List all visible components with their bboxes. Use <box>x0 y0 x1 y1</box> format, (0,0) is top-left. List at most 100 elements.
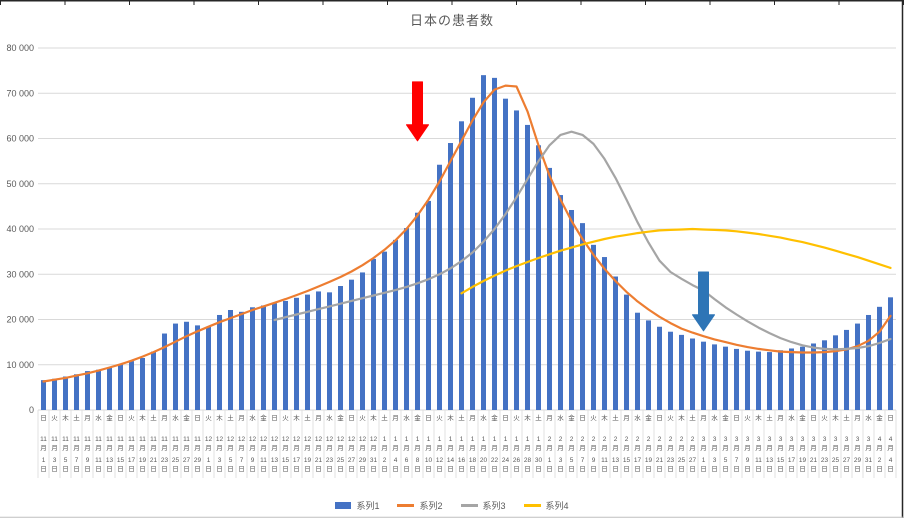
series1-bar[interactable] <box>525 124 530 411</box>
series1-bar[interactable] <box>624 294 629 410</box>
series1-bar[interactable] <box>107 367 112 410</box>
series1-bar[interactable] <box>448 143 453 410</box>
series1-bar[interactable] <box>151 351 156 410</box>
series1-bar[interactable] <box>173 323 178 410</box>
series1-bar[interactable] <box>514 110 519 410</box>
series1-bar[interactable] <box>822 340 827 410</box>
series1-bar[interactable] <box>833 335 838 410</box>
series1-bar[interactable] <box>657 326 662 410</box>
series1-bar[interactable] <box>679 334 684 410</box>
series1-bar[interactable] <box>778 350 783 410</box>
chart-legend[interactable]: 系列1 系列2 系列3 系列4 <box>0 499 904 512</box>
series1-bar[interactable] <box>668 331 673 410</box>
series1-bar[interactable] <box>382 251 387 410</box>
x-axis-label: 1 <box>383 436 387 443</box>
series1-bar[interactable] <box>140 357 145 410</box>
series1-bar[interactable] <box>129 361 134 410</box>
series1-bar[interactable] <box>63 376 68 410</box>
x-axis-label: 23 <box>821 457 829 464</box>
x-axis-label: 水 <box>865 413 872 422</box>
series1-bar[interactable] <box>723 346 728 410</box>
series1-bar[interactable] <box>217 314 222 410</box>
series1-bar[interactable] <box>580 223 585 410</box>
x-axis-label: 土 <box>458 413 465 422</box>
series1-bar[interactable] <box>569 209 574 410</box>
series1-bar[interactable] <box>349 279 354 410</box>
series1-bar[interactable] <box>272 303 277 410</box>
series1-bar[interactable] <box>800 346 805 410</box>
series1-bar[interactable] <box>404 228 409 410</box>
series1-bar[interactable] <box>745 350 750 410</box>
legend-item-series2[interactable]: 系列2 <box>397 499 443 512</box>
series1-bar[interactable] <box>294 297 299 410</box>
series1-bar[interactable] <box>41 380 46 410</box>
series1-bar[interactable] <box>558 195 563 410</box>
series1-bar[interactable] <box>492 77 497 411</box>
series1-bar[interactable] <box>789 348 794 410</box>
series1-bar-swatch <box>335 502 352 509</box>
x-axis-label: 21 <box>656 457 664 464</box>
series1-bar[interactable] <box>591 244 596 410</box>
x-axis-label: 29 <box>359 457 367 464</box>
series1-bar[interactable] <box>712 344 717 410</box>
series1-bar[interactable] <box>459 121 464 411</box>
series1-bar[interactable] <box>316 291 321 410</box>
series1-bar[interactable] <box>734 348 739 410</box>
series1-bar[interactable] <box>635 312 640 410</box>
series1-bar[interactable] <box>426 200 431 410</box>
series1-bar[interactable] <box>184 321 189 410</box>
series1-bar[interactable] <box>305 294 310 410</box>
series1-bar[interactable] <box>690 338 695 410</box>
series1-bar[interactable] <box>338 286 343 410</box>
series1-bar[interactable] <box>239 311 244 410</box>
series1-bar[interactable] <box>283 300 288 410</box>
series1-bar[interactable] <box>844 329 849 410</box>
series1-bar[interactable] <box>228 309 233 410</box>
series1-bar[interactable] <box>701 341 706 410</box>
series1-bar[interactable] <box>547 167 552 410</box>
legend-item-series1[interactable]: 系列1 <box>335 499 379 512</box>
series1-bar[interactable] <box>613 276 618 410</box>
series1-bar[interactable] <box>888 297 893 410</box>
series1-bar[interactable] <box>52 378 57 410</box>
series1-bar[interactable] <box>118 364 123 410</box>
series1-bar[interactable] <box>195 325 200 410</box>
series1-bar[interactable] <box>877 306 882 410</box>
red-down-arrow[interactable] <box>406 81 429 142</box>
x-axis-label: 木 <box>601 413 608 422</box>
series1-bar[interactable] <box>327 292 332 410</box>
x-axis-label: 日 <box>623 465 630 473</box>
series1-bar[interactable] <box>811 343 816 410</box>
series1-bar[interactable] <box>74 374 79 410</box>
blue-down-arrow[interactable] <box>692 271 715 332</box>
series4-line[interactable] <box>460 227 892 295</box>
x-axis-label: 水 <box>326 413 333 422</box>
series2-line[interactable] <box>42 84 892 383</box>
legend-item-series3[interactable]: 系列3 <box>460 499 506 512</box>
series1-bar[interactable] <box>536 145 541 410</box>
series1-bar[interactable] <box>415 212 420 410</box>
series1-bar[interactable] <box>261 305 266 410</box>
x-axis-label: 12 <box>348 436 356 443</box>
series1-bar[interactable] <box>767 352 772 410</box>
series1-bar[interactable] <box>360 272 365 410</box>
legend-item-series4[interactable]: 系列4 <box>523 499 569 512</box>
series1-bar[interactable] <box>250 307 255 410</box>
series1-bar[interactable] <box>866 314 871 410</box>
series1-bar[interactable] <box>96 369 101 410</box>
x-axis-label: 月 <box>832 444 839 452</box>
series1-bar[interactable] <box>85 371 90 410</box>
series1-bar[interactable] <box>206 326 211 410</box>
series1-bar[interactable] <box>503 98 508 411</box>
series3-line[interactable] <box>273 130 892 351</box>
chart-title[interactable]: 日本の患者数 <box>409 13 494 28</box>
series1-bar[interactable] <box>162 333 167 410</box>
series1-bar[interactable] <box>602 257 607 410</box>
series1-bar[interactable] <box>437 164 442 410</box>
series1-bar[interactable] <box>756 351 761 410</box>
series1-bar[interactable] <box>371 258 376 410</box>
x-axis-label: 日 <box>502 414 509 422</box>
series1-bar[interactable] <box>646 320 651 410</box>
series1-bar[interactable] <box>393 239 398 410</box>
series1-bar[interactable] <box>855 323 860 410</box>
